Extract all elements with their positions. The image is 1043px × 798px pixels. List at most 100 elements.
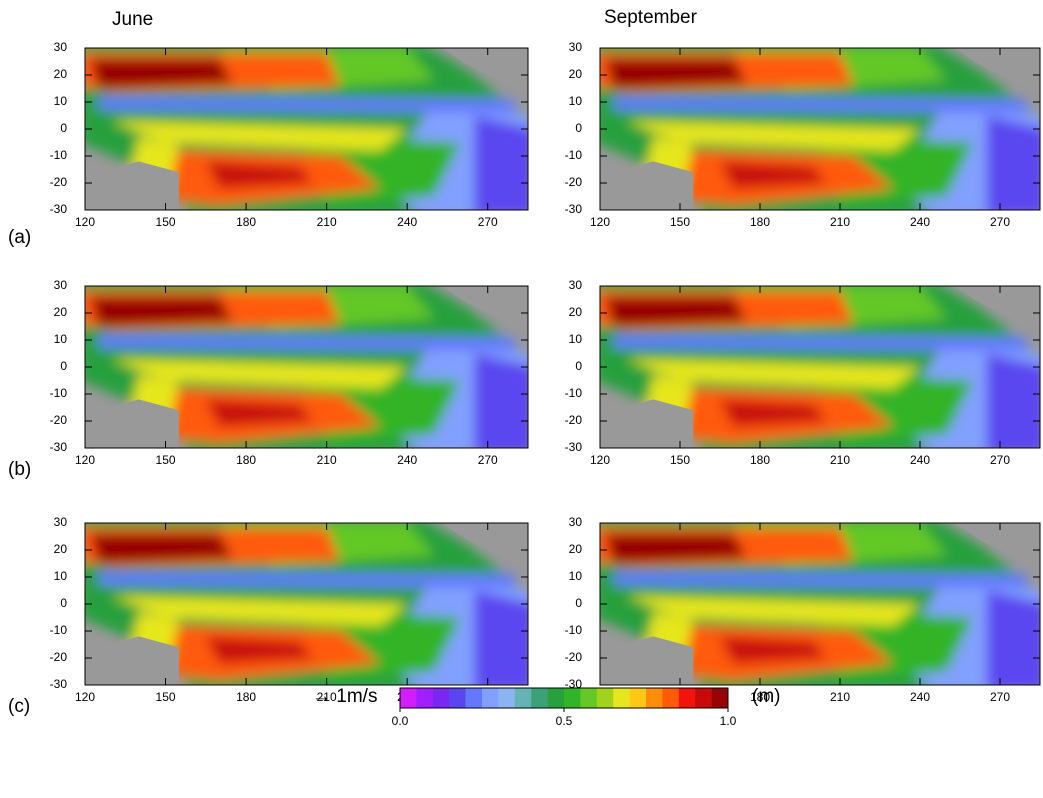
row-label: (a): [8, 227, 31, 248]
y-tick-label: -30: [50, 440, 68, 454]
eq-band: [98, 96, 515, 113]
y-tick-label: -20: [565, 175, 583, 189]
x-tick-label: 210: [317, 215, 337, 229]
column-title: September: [604, 7, 698, 28]
x-tick-label: 270: [990, 453, 1010, 467]
y-tick-label: 20: [54, 305, 68, 319]
x-tick-label: 180: [750, 453, 770, 467]
x-tick-label: 270: [478, 453, 498, 467]
colorbar-swatch: [465, 688, 483, 708]
colorbar-swatch: [547, 688, 565, 708]
field-blobs: [600, 286, 1040, 448]
east-low2: [986, 590, 1040, 685]
field: [600, 523, 1040, 685]
x-tick-label: 210: [830, 453, 850, 467]
eq-yellow: [111, 358, 408, 389]
eq-yellow: [111, 595, 408, 626]
colorbar-swatch: [432, 688, 450, 708]
y-tick-label: 10: [569, 569, 583, 583]
land-ne: [442, 48, 528, 95]
south-peak: [720, 636, 827, 664]
y-tick-label: 20: [54, 67, 68, 81]
y-tick-label: 20: [54, 542, 68, 556]
field: [600, 48, 1040, 210]
y-tick-label: 20: [569, 67, 583, 81]
x-tick-label: 150: [670, 453, 690, 467]
y-tick-label: 20: [569, 305, 583, 319]
east-low2: [474, 590, 528, 685]
east-low2: [474, 353, 528, 448]
colorbar-tick-label: 0.0: [392, 714, 409, 728]
y-tick-label: 20: [569, 542, 583, 556]
colorbar-swatch: [514, 688, 532, 708]
y-tick-label: -10: [565, 148, 583, 162]
y-tick-label: -30: [50, 202, 68, 216]
land-sw: [600, 399, 694, 448]
field-blobs: [85, 48, 528, 210]
eq-band: [613, 96, 1027, 113]
colorbar-swatch: [646, 688, 663, 708]
south-peak: [205, 161, 314, 189]
eq-yellow: [626, 358, 920, 389]
field-blobs: [85, 523, 528, 685]
field-blobs: [600, 48, 1040, 210]
north-peak: [90, 533, 233, 564]
y-tick-label: -10: [565, 623, 583, 637]
colorbar-swatch: [613, 688, 630, 708]
x-tick-label: 120: [590, 453, 610, 467]
x-tick-label: 150: [156, 215, 176, 229]
field: [85, 48, 528, 210]
vector-key: → 1m/s: [312, 686, 377, 707]
field: [600, 286, 1040, 448]
x-tick-label: 180: [750, 690, 770, 704]
row-label: (b): [8, 459, 31, 480]
colorbar-unit: (m): [752, 686, 780, 707]
colorbar-swatch: [711, 688, 729, 708]
x-tick-label: 180: [236, 453, 256, 467]
row-label: (c): [8, 696, 30, 717]
north-peak: [90, 296, 233, 327]
x-tick-label: 270: [990, 215, 1010, 229]
south-peak: [720, 399, 827, 427]
eq-yellow: [111, 120, 408, 151]
eq-band: [98, 334, 515, 351]
eq-band: [613, 334, 1027, 351]
y-tick-label: -20: [50, 413, 68, 427]
eq-yellow: [626, 120, 920, 151]
y-tick-label: 30: [54, 278, 68, 292]
land-sw: [600, 636, 694, 685]
x-tick-label: 120: [75, 453, 95, 467]
x-tick-label: 270: [990, 690, 1010, 704]
y-tick-label: 0: [575, 596, 582, 610]
north-peak: [605, 58, 747, 89]
y-tick-label: 10: [54, 569, 68, 583]
eq-band: [98, 571, 515, 588]
y-tick-label: -10: [50, 148, 68, 162]
y-tick-label: -20: [50, 650, 68, 664]
x-tick-label: 210: [830, 215, 850, 229]
x-tick-label: 150: [156, 453, 176, 467]
y-tick-label: 10: [569, 94, 583, 108]
y-tick-label: 10: [54, 94, 68, 108]
x-tick-label: 180: [750, 215, 770, 229]
land-sw: [85, 399, 179, 448]
x-tick-label: 120: [590, 215, 610, 229]
y-tick-label: -10: [565, 386, 583, 400]
colorbar-tick-label: 1.0: [720, 714, 737, 728]
land-ne: [442, 286, 528, 333]
y-tick-label: 10: [569, 332, 583, 346]
y-tick-label: -10: [50, 386, 68, 400]
colorbar-swatch: [416, 688, 434, 708]
y-tick-label: -20: [565, 650, 583, 664]
x-tick-label: 240: [910, 215, 930, 229]
south-peak: [720, 161, 827, 189]
land-sw: [85, 636, 179, 685]
colorbar-swatch: [695, 688, 712, 708]
y-tick-label: 0: [575, 121, 582, 135]
land-sw: [600, 161, 694, 210]
land-ne: [954, 286, 1040, 333]
colorbar-swatch: [449, 688, 466, 708]
x-tick-label: 240: [910, 453, 930, 467]
land-ne: [954, 48, 1040, 95]
